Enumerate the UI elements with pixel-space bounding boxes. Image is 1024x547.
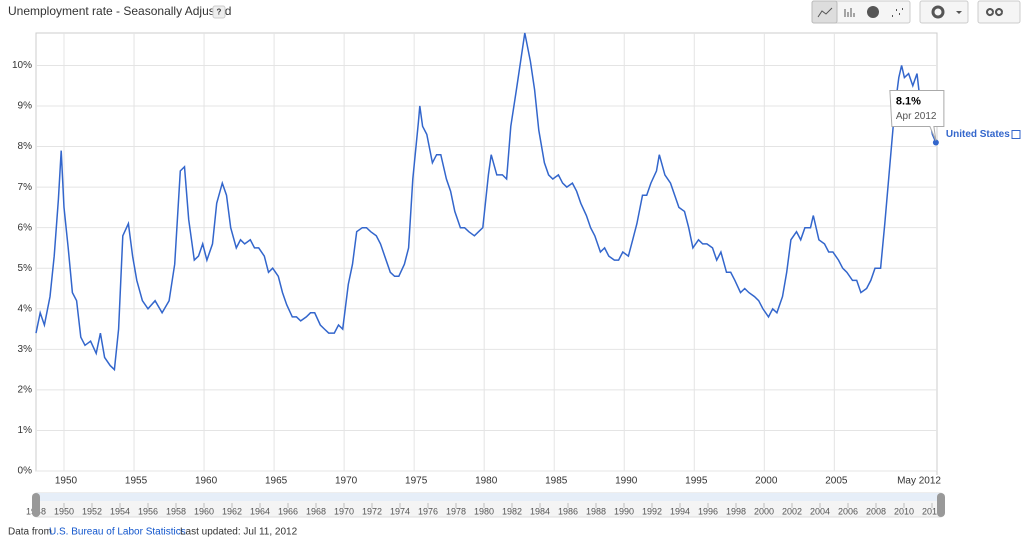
link-icon — [986, 8, 1003, 17]
timeline-label: 1974 — [390, 506, 410, 516]
source-link[interactable]: U.S. Bureau of Labor Statistics — [49, 527, 186, 538]
timeline-label: 1950 — [54, 506, 74, 516]
timeline-label: 1964 — [250, 506, 270, 516]
timeline-label: 1982 — [502, 506, 522, 516]
data-line — [35, 32, 937, 372]
timeline-selection — [36, 493, 941, 501]
x-tick-label: 2005 — [825, 476, 848, 487]
legend-remove[interactable] — [1011, 130, 1021, 139]
timeline-label: 1976 — [418, 506, 438, 516]
chart-title: Unemployment rate - Seasonally Adjusted — [8, 4, 231, 18]
x-tick-label: 1955 — [125, 476, 148, 487]
timeline-label: 1988 — [586, 506, 606, 516]
timeline-label: 2000 — [754, 506, 774, 516]
timeline-label: 1952 — [82, 506, 102, 516]
x-tick-label: 1965 — [265, 476, 288, 487]
x-tick-label: 1970 — [335, 476, 358, 487]
timeline-label: 1980 — [474, 506, 494, 516]
x-tick-label: May 2012 — [897, 476, 941, 487]
timeline-label: 1998 — [726, 506, 746, 516]
tooltip-date: Apr 2012 — [896, 111, 937, 122]
timeline-label: 1978 — [446, 506, 466, 516]
last-updated: Last updated: Jul 11, 2012 — [180, 527, 298, 538]
timeline-label: 2012 — [922, 506, 942, 516]
timeline-label: 1972 — [362, 506, 382, 516]
x-tick-label: 2000 — [755, 476, 778, 487]
x-tick-label: 1975 — [405, 476, 428, 487]
plot-frame — [35, 32, 938, 472]
y-tick-label: 7% — [18, 182, 33, 193]
timeline-label: 2004 — [810, 506, 830, 516]
line-chart-button[interactable] — [811, 0, 838, 24]
dropdown-arrow — [956, 11, 962, 14]
y-tick-label: 8% — [18, 141, 33, 152]
y-tick-label: 5% — [18, 263, 33, 274]
tooltip-value: 8.1% — [896, 95, 921, 107]
timeline-label: 1996 — [698, 506, 718, 516]
map-icon — [867, 6, 879, 18]
legend-label: United States — [946, 129, 1010, 140]
x-tick-label: 1990 — [615, 476, 638, 487]
timeline-label: 1958 — [166, 506, 186, 516]
x-tick-label: 1985 — [545, 476, 568, 487]
x-tick-label: 1960 — [195, 476, 218, 487]
scatter-icon — [892, 8, 903, 17]
toolbar — [811, 0, 1021, 24]
timeline-label: 1968 — [306, 506, 326, 516]
timeline-label: 1970 — [334, 506, 354, 516]
y-tick-label: 2% — [18, 385, 33, 396]
y-tick-label: 10% — [12, 60, 32, 71]
timeline-label: 1962 — [222, 506, 242, 516]
timeline-label: 1960 — [194, 506, 214, 516]
timeline-label: 1992 — [642, 506, 662, 516]
x-tick-label: 1995 — [685, 476, 708, 487]
footer-prefix: Data from — [8, 527, 52, 538]
timeline-label: 2010 — [894, 506, 914, 516]
timeline-handle[interactable] — [937, 493, 945, 517]
timeline-label: 1986 — [558, 506, 578, 516]
timeline-label: 1966 — [278, 506, 298, 516]
timeline-label: 1990 — [614, 506, 634, 516]
link-button[interactable] — [977, 0, 1021, 24]
help-icon[interactable] — [212, 5, 226, 19]
timeline-label: 1954 — [110, 506, 130, 516]
y-tick-label: 0% — [18, 466, 33, 477]
x-tick-label: 1950 — [55, 476, 78, 487]
x-tick-label: 1980 — [475, 476, 498, 487]
timeline-label: 1984 — [530, 506, 550, 516]
timeline-label: 1994 — [670, 506, 690, 516]
y-tick-label: 1% — [18, 425, 33, 436]
end-point — [932, 139, 939, 146]
y-tick-label: 4% — [18, 303, 33, 314]
line-icon — [817, 7, 833, 18]
timeline-handle[interactable] — [32, 493, 40, 517]
tooltip-box — [889, 90, 945, 141]
timeline-label: 2008 — [866, 506, 886, 516]
y-tick-label: 3% — [18, 344, 33, 355]
timeline-label: 2006 — [838, 506, 858, 516]
help-text[interactable]: ? — [217, 8, 222, 17]
y-tick-label: 6% — [18, 222, 33, 233]
timeline-label: 2002 — [782, 506, 802, 516]
gear-icon — [931, 5, 945, 19]
timeline-label: 1956 — [138, 506, 158, 516]
bar-icon — [844, 8, 855, 17]
y-tick-label: 9% — [18, 101, 33, 112]
timeline: 1948195019521954195619581960196219641966… — [26, 492, 945, 518]
